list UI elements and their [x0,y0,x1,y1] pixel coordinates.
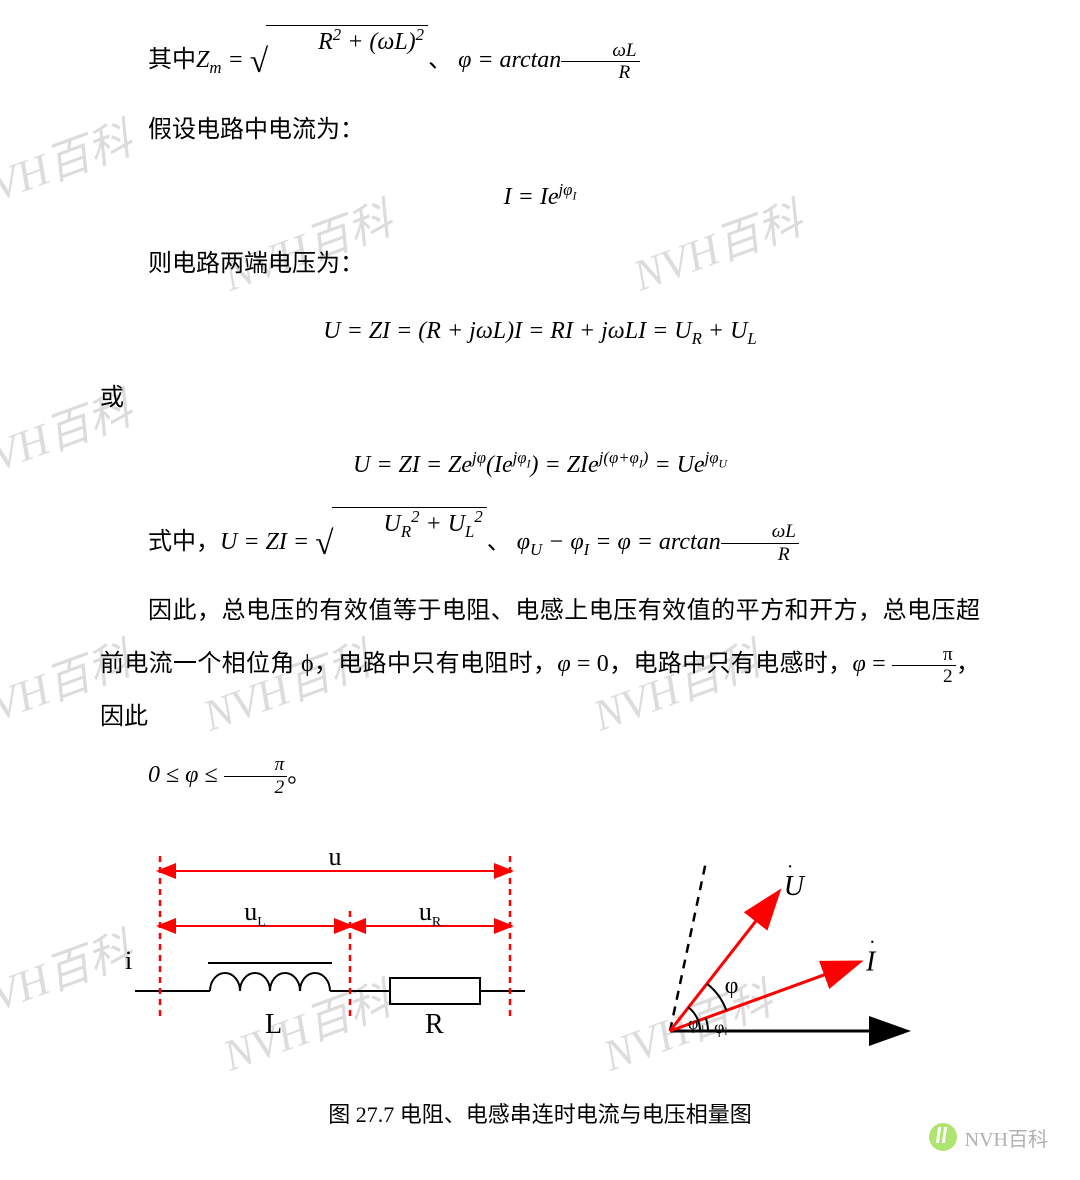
sqrt: UR2 + UL2 [332,507,487,542]
svg-text:i: i [125,946,132,975]
sqrt: R2 + (ωL)2 [266,25,428,60]
line-then: 则电路两端电压为： [100,238,980,291]
svg-text:φᵤ: φᵤ [688,1013,704,1033]
eq: 0 ≤ φ ≤ [148,762,224,788]
txt: 式中， [148,529,220,555]
svg-text:·: · [869,932,876,954]
svg-text:φ: φ [725,973,739,999]
line-assume: 假设电路中电流为： [100,104,980,157]
den: 2 [224,777,288,798]
circuit-diagram: u uL uR i L R [100,821,540,1071]
line-therefore: 因此，总电压的有效值等于电阻、电感上电压有效值的平方和开方，总电压超前电流一个相… [100,585,980,743]
phasor-diagram: U·I·φφᵤφᵢ [600,821,980,1071]
num: ωL [561,40,639,62]
figure-caption: 图 27.7 电阻、电感串连时电流与电压相量图 [100,1091,980,1139]
eq-U1: U = ZI = (R + jωL)I = RI + jωLI = UR + U… [100,305,980,358]
period: 。 [287,762,311,788]
svg-text:uL: uL [244,897,266,930]
sep: 、 [487,529,511,555]
svg-text:uR: uR [419,897,442,930]
svg-text:φᵢ: φᵢ [714,1017,727,1037]
eq: φU − φI = φ = arctan [517,529,721,555]
svg-text:R: R [425,1009,444,1040]
num: ωL [721,521,799,543]
eq: Zm = [196,47,250,73]
figure-27-7: uuLuRiLR U·I·φφᵤφᵢ [100,821,980,1081]
eq: U = ZI = [220,529,315,555]
line-range: 0 ≤ φ ≤ π2。 [100,749,980,802]
num: π [224,754,288,776]
svg-text:u: u [329,842,342,871]
den: R [721,544,799,565]
txt: 其中 [148,47,196,73]
svg-text:·: · [787,856,794,878]
line-or: 或 [100,372,980,425]
line-where: 式中，U = ZI = √UR2 + UL2、 φU − φI = φ = ar… [100,507,980,581]
eq-U2: U = ZI = Zejφ(IejφI) = ZIej(φ+φI) = Uejφ… [100,439,980,492]
svg-text:L: L [265,1009,282,1040]
den: R [561,62,639,83]
sep: 、 [428,47,452,73]
eq: φ = arctan [458,47,561,73]
eq-I: I = IejφI [100,171,980,224]
line-zm-phi: 其中Zm = √R2 + (ωL)2、 φ = arctanωLR [100,25,980,99]
